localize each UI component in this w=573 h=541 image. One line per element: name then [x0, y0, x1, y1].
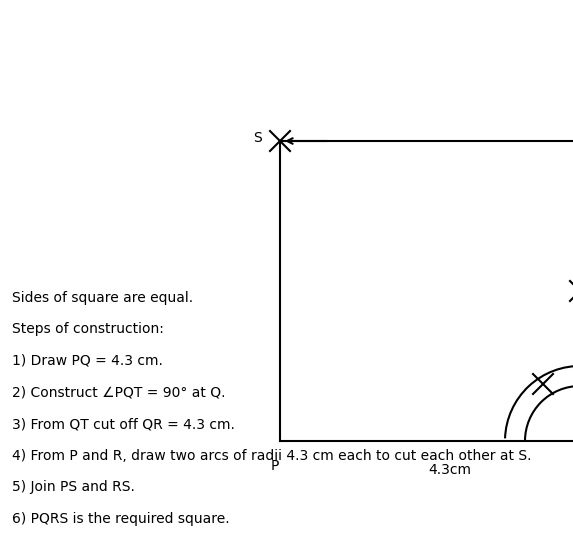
Text: 4.3cm: 4.3cm	[429, 463, 472, 477]
Text: 1) Draw PQ = 4.3 cm.: 1) Draw PQ = 4.3 cm.	[12, 354, 163, 368]
Text: 6) PQRS is the required square.: 6) PQRS is the required square.	[12, 511, 230, 525]
Text: 3) From QT cut off QR = 4.3 cm.: 3) From QT cut off QR = 4.3 cm.	[12, 417, 235, 431]
Text: S: S	[253, 131, 262, 145]
Text: Steps of construction:: Steps of construction:	[12, 322, 164, 337]
Text: P: P	[271, 459, 279, 473]
Text: Sides of square are equal.: Sides of square are equal.	[12, 291, 193, 305]
Text: 5) Join PS and RS.: 5) Join PS and RS.	[12, 480, 135, 494]
Text: 4) From P and R, draw two arcs of radii 4.3 cm each to cut each other at S.: 4) From P and R, draw two arcs of radii …	[12, 448, 532, 463]
Text: 2) Construct ∠PQT = 90° at Q.: 2) Construct ∠PQT = 90° at Q.	[12, 386, 226, 399]
